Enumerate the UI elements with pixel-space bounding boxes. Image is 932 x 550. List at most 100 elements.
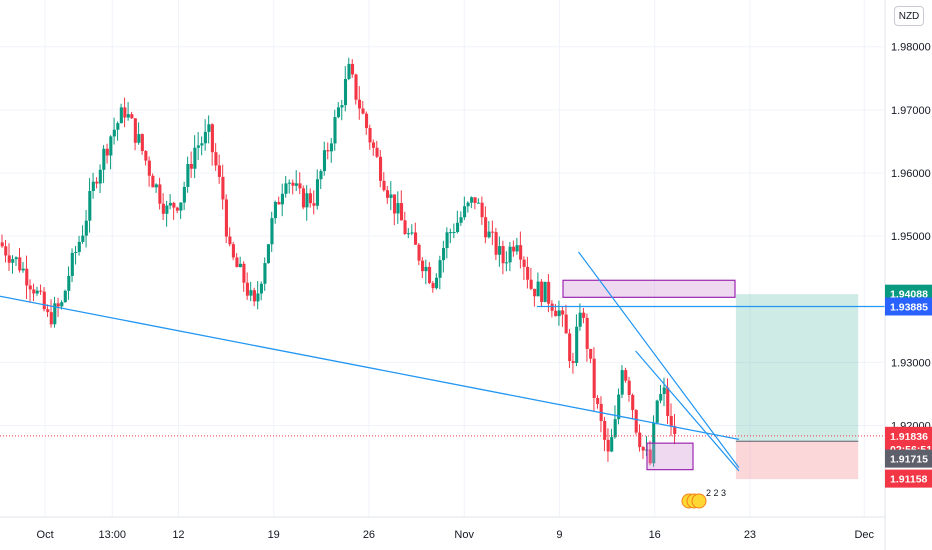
candle-body <box>557 310 561 317</box>
candle-body <box>473 197 477 203</box>
candle-body <box>42 291 46 310</box>
candle-body <box>175 207 179 211</box>
candle-body <box>56 303 60 307</box>
candle-body <box>28 285 32 290</box>
candle-body <box>326 150 330 152</box>
candle-body <box>641 447 645 451</box>
candle-body <box>21 268 25 271</box>
candle-body <box>161 203 165 214</box>
candle-body <box>263 263 267 284</box>
candle-body <box>442 248 446 261</box>
y-tick-label: 1.93000 <box>891 357 931 369</box>
candle-body <box>315 179 320 206</box>
candle-body <box>186 163 190 187</box>
candle-body <box>459 217 463 223</box>
candle-body <box>301 188 306 208</box>
candle-body <box>547 281 551 304</box>
candle-body <box>67 275 71 291</box>
candle-body <box>140 134 144 152</box>
candle-body <box>501 246 505 264</box>
price-tag-label: 1.91158 <box>890 474 928 486</box>
candle-body <box>322 150 327 172</box>
candle-body <box>193 147 197 169</box>
target-zone <box>735 294 859 442</box>
candle-body <box>648 449 652 464</box>
candle-body <box>168 202 172 206</box>
candle-body <box>445 232 449 249</box>
candle-body <box>147 160 151 176</box>
candle-body <box>399 203 404 221</box>
projection-arrow <box>0 295 740 440</box>
candle-body <box>410 232 414 234</box>
candle-body <box>203 131 207 144</box>
candle-body <box>18 257 22 271</box>
candle-body <box>91 181 95 192</box>
candle-body <box>424 266 428 272</box>
candle-body <box>606 439 610 452</box>
candle-body <box>294 183 299 186</box>
price-tag-label: 1.91836 <box>890 431 928 443</box>
candle-body <box>368 128 372 143</box>
currency-button[interactable]: NZD <box>894 6 924 26</box>
candle-body <box>35 290 39 294</box>
candle-body <box>364 113 369 129</box>
candle-body <box>617 394 621 420</box>
candle-body <box>88 191 92 221</box>
candle-body <box>385 190 390 198</box>
candle-body <box>396 203 400 214</box>
candle-body <box>308 193 313 204</box>
price-tag <box>885 449 932 468</box>
lower-demand-zone <box>646 442 694 471</box>
candle-body <box>242 263 246 283</box>
candle-body <box>634 410 638 433</box>
candle-body <box>200 143 204 146</box>
candle-body <box>638 432 642 448</box>
y-tick-label: 1.95000 <box>891 231 931 243</box>
candle-body <box>421 260 425 272</box>
candle-body <box>60 302 64 307</box>
x-tick-label: Oct <box>37 529 54 541</box>
candle-body <box>126 114 130 118</box>
candle-body <box>375 147 379 157</box>
candle-body <box>357 99 362 109</box>
candle-body <box>14 257 18 260</box>
candle-body <box>221 176 225 200</box>
candle-body <box>431 283 435 289</box>
candle-body <box>568 333 572 362</box>
candle-body <box>49 312 53 325</box>
candle-body <box>81 235 85 242</box>
candle-body <box>130 114 134 119</box>
candle-body <box>655 400 659 423</box>
y-tick-label: 1.97000 <box>891 105 931 117</box>
candle-body <box>456 222 460 233</box>
candle-body <box>231 244 235 258</box>
candle-body <box>116 123 120 130</box>
candle-body <box>498 246 502 255</box>
candle-body <box>4 246 8 256</box>
candle-body <box>224 199 228 237</box>
candle-body <box>298 183 302 189</box>
x-tick-label: 23 <box>744 529 756 541</box>
candle-body <box>133 118 137 143</box>
x-tick-label: Nov <box>454 529 474 541</box>
candle-body <box>179 202 183 211</box>
candle-body <box>39 290 43 292</box>
candle-body <box>77 241 81 252</box>
candle-body <box>189 163 193 169</box>
stop-zone <box>735 441 859 480</box>
candle-body <box>543 281 547 302</box>
candle-body <box>571 361 575 363</box>
price-tag <box>885 297 932 316</box>
x-tick-label: 9 <box>556 529 562 541</box>
candle-body <box>53 303 57 325</box>
candle-body <box>382 180 386 191</box>
drawings: 2 2 3 <box>0 252 885 509</box>
candle-body <box>361 108 365 114</box>
candle-body <box>32 289 36 294</box>
candle-body <box>592 358 596 399</box>
candle-body <box>512 246 516 252</box>
x-tick-label: 26 <box>363 529 375 541</box>
candle-body <box>389 194 393 198</box>
price-tag-label: 1.91715 <box>890 454 928 466</box>
